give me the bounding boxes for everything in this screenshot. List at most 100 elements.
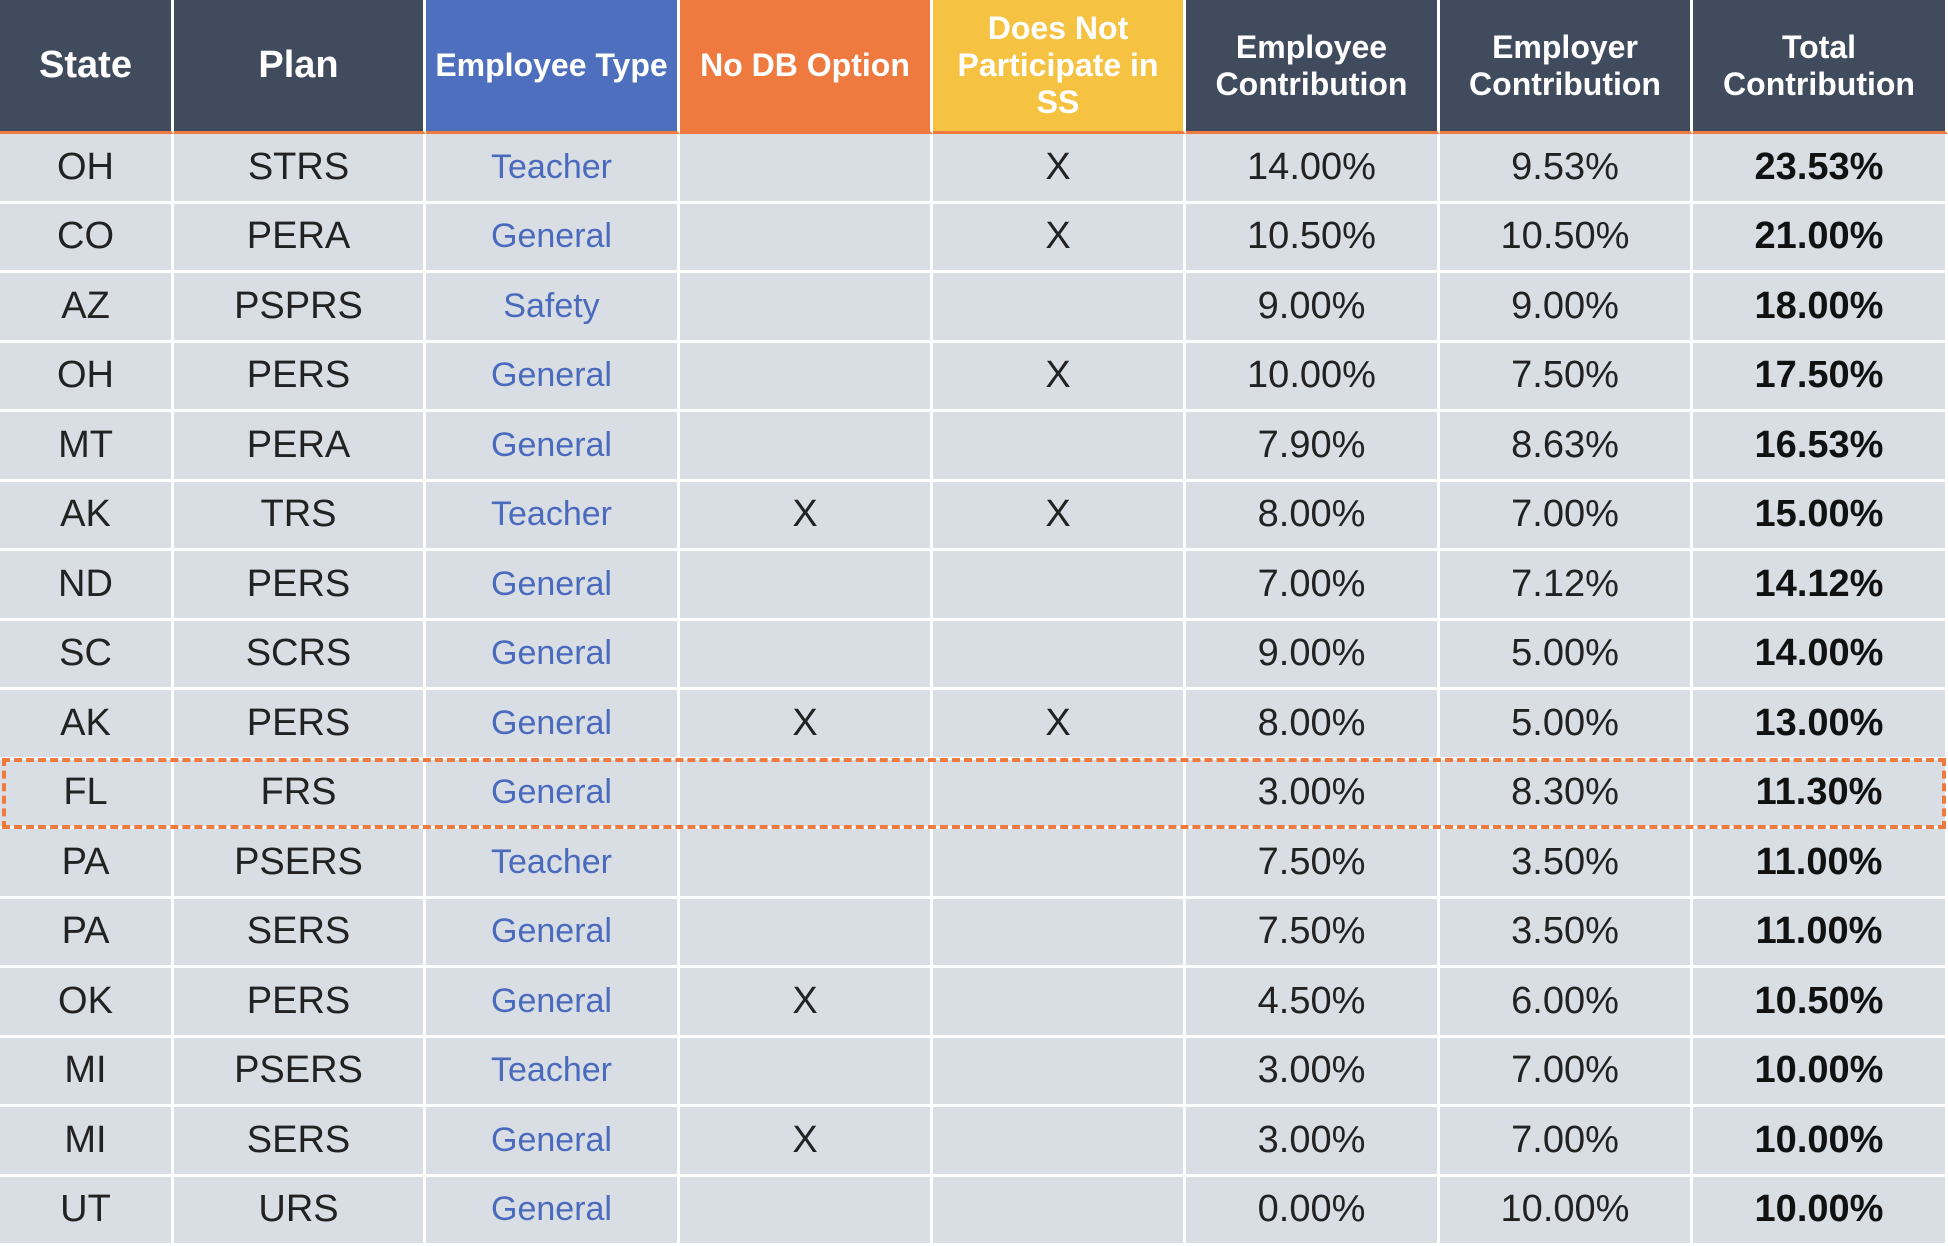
header-cell: No DB Option [680,0,933,134]
table-cell: 5.00% [1440,690,1693,760]
table-cell: 8.30% [1440,759,1693,829]
table-cell: X [680,690,933,760]
table-cell: X [933,134,1186,204]
table-cell: 9.00% [1186,620,1440,690]
table-cell: 9.00% [1440,273,1693,343]
table-cell: X [680,968,933,1038]
table-cell [933,759,1186,829]
table-cell: General [426,551,680,621]
table-cell: 3.00% [1186,759,1440,829]
table-cell: 14.00% [1693,620,1948,690]
table-cell: 14.00% [1186,134,1440,204]
table-cell: 7.00% [1186,551,1440,621]
table-cell [680,203,933,273]
table-cell [933,1037,1186,1107]
table-cell: AK [0,481,174,551]
table-cell: 4.50% [1186,968,1440,1038]
header-cell: Employee Contribution [1186,0,1440,134]
table-cell: 11.30% [1693,759,1948,829]
table-cell: General [426,898,680,968]
table-cell: PERS [174,690,426,760]
table-cell: X [680,1107,933,1177]
table-cell [933,898,1186,968]
table-cell: Teacher [426,134,680,204]
table-cell: MT [0,412,174,482]
table-cell: ND [0,551,174,621]
table-cell: General [426,759,680,829]
table-cell [680,1037,933,1107]
table-cell: 23.53% [1693,134,1948,204]
table-cell: 11.00% [1693,898,1948,968]
table-cell [933,412,1186,482]
table-cell: 0.00% [1186,1176,1440,1246]
table-cell: FL [0,759,174,829]
table-cell: X [933,203,1186,273]
table-cell: UT [0,1176,174,1246]
table-cell: TRS [174,481,426,551]
table-cell: X [933,690,1186,760]
table-cell: PERA [174,203,426,273]
table-cell: 10.00% [1693,1107,1948,1177]
table-cell: X [933,481,1186,551]
table-cell [680,898,933,968]
table-cell: General [426,968,680,1038]
table-cell [680,412,933,482]
header-cell: State [0,0,174,134]
table-cell [680,829,933,899]
table-cell [680,759,933,829]
table-cell: PSERS [174,829,426,899]
table-cell: Teacher [426,829,680,899]
table-cell: URS [174,1176,426,1246]
table-cell [933,620,1186,690]
table-cell: 14.12% [1693,551,1948,621]
table-cell [680,342,933,412]
table-cell: AK [0,690,174,760]
table-cell: OK [0,968,174,1038]
table-cell [933,829,1186,899]
table-cell [933,968,1186,1038]
table-cell [680,273,933,343]
header-cell: Employer Contribution [1440,0,1693,134]
table-cell: 17.50% [1693,342,1948,412]
table-cell: General [426,203,680,273]
table-cell: MI [0,1107,174,1177]
table-cell: FRS [174,759,426,829]
table-cell: PERS [174,342,426,412]
table-cell: 3.00% [1186,1107,1440,1177]
table-cell: 10.50% [1693,968,1948,1038]
header-cell: Does Not Participate in SS [933,0,1186,134]
table-cell: PERA [174,412,426,482]
table-cell [680,620,933,690]
table-cell: General [426,1176,680,1246]
table-cell: PSERS [174,1037,426,1107]
table-cell: 10.00% [1693,1037,1948,1107]
table-cell: 10.50% [1440,203,1693,273]
table-cell: 7.50% [1186,898,1440,968]
table-cell: PA [0,898,174,968]
table-cell [680,134,933,204]
table-cell: SCRS [174,620,426,690]
table-cell: PERS [174,551,426,621]
table-cell: 7.00% [1440,1037,1693,1107]
table-cell: PA [0,829,174,899]
table-cell: Teacher [426,1037,680,1107]
table-cell: 7.12% [1440,551,1693,621]
table-cell: 13.00% [1693,690,1948,760]
table-cell: 7.00% [1440,1107,1693,1177]
table-cell [680,551,933,621]
table-cell: 8.63% [1440,412,1693,482]
table-cell: 6.00% [1440,968,1693,1038]
table-cell: 10.00% [1186,342,1440,412]
table-cell: General [426,342,680,412]
table-cell: X [933,342,1186,412]
table-cell: MI [0,1037,174,1107]
table-cell: X [680,481,933,551]
table-cell [933,1176,1186,1246]
table-cell: 3.50% [1440,829,1693,899]
table-cell: 8.00% [1186,481,1440,551]
table-cell: 7.00% [1440,481,1693,551]
table-cell: 11.00% [1693,829,1948,899]
table-cell: 10.50% [1186,203,1440,273]
table-cell: General [426,620,680,690]
table-cell [680,1176,933,1246]
